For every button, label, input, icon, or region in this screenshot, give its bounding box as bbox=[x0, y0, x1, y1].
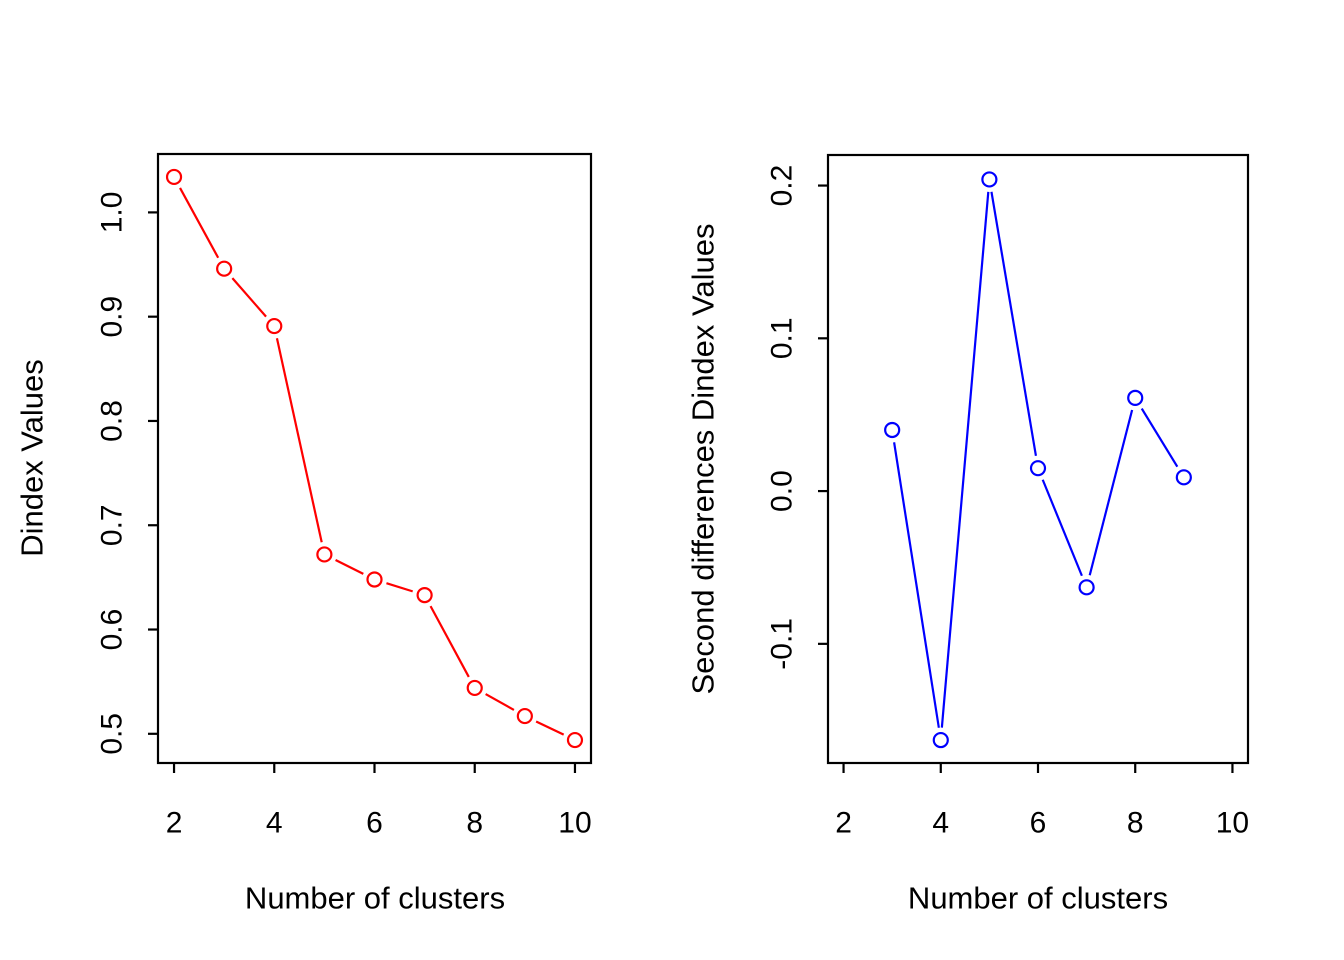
plot-frame bbox=[826, 153, 1250, 765]
y-tick-label: 0.2 bbox=[766, 165, 799, 207]
plot-frame bbox=[156, 152, 593, 765]
y-tick-label: 0.8 bbox=[96, 400, 129, 442]
second-differences-x-axis-title: Number of clusters bbox=[907, 880, 1169, 916]
series-line-segment bbox=[1140, 407, 1179, 468]
data-point bbox=[316, 546, 333, 563]
x-tick-label: 6 bbox=[366, 807, 383, 840]
data-point bbox=[516, 707, 533, 725]
series-line-segment bbox=[940, 191, 990, 728]
data-point bbox=[416, 587, 433, 604]
y-tick-label: -0.1 bbox=[766, 618, 799, 670]
data-point bbox=[884, 421, 901, 439]
series-line-segment bbox=[535, 720, 565, 736]
data-point bbox=[216, 260, 233, 277]
data-point bbox=[466, 679, 483, 697]
data-point bbox=[266, 317, 283, 335]
series-line-segment bbox=[386, 582, 414, 593]
data-point bbox=[981, 171, 998, 188]
x-tick-label: 4 bbox=[932, 807, 949, 840]
series-line-segment bbox=[485, 693, 515, 711]
series-line-segment bbox=[893, 442, 940, 728]
x-tick-label: 10 bbox=[558, 807, 591, 840]
data-point bbox=[1127, 389, 1144, 406]
y-tick-label: 0.7 bbox=[96, 504, 129, 546]
x-tick-label: 2 bbox=[835, 807, 852, 840]
y-tick-label: 0.1 bbox=[766, 317, 799, 359]
series-line-segment bbox=[179, 187, 220, 259]
data-point bbox=[932, 731, 949, 749]
series-line-segment bbox=[231, 277, 267, 318]
series-line-segment bbox=[429, 605, 470, 678]
dindex-x-axis-title: Number of clusters bbox=[244, 880, 506, 916]
x-tick-label: 2 bbox=[166, 807, 183, 840]
y-tick-label: 0.9 bbox=[96, 296, 129, 338]
y-tick-label: 1.0 bbox=[96, 192, 129, 234]
dindex-plot-panel: 2 4 6 8 10 0.5 0.6 0.7 0.8 0.9 1.0 bbox=[96, 152, 593, 840]
series-line-segment bbox=[1041, 479, 1083, 577]
data-point bbox=[1175, 469, 1192, 486]
x-tick-label: 4 bbox=[266, 807, 283, 840]
data-point bbox=[1078, 579, 1095, 596]
x-tick-label: 10 bbox=[1216, 807, 1249, 840]
second-differences-plot-panel: 2 4 6 8 10 -0.1 0.0 0.1 0.2 bbox=[672, 0, 1344, 960]
y-tick-label: 0.6 bbox=[96, 609, 129, 651]
y-tick-label: 0.0 bbox=[766, 470, 799, 512]
x-tick-label: 6 bbox=[1030, 807, 1047, 840]
series-line-segment bbox=[275, 338, 323, 543]
x-tick-label: 8 bbox=[1127, 807, 1144, 840]
series-line-segment bbox=[335, 559, 364, 575]
data-point bbox=[165, 168, 183, 186]
y-tick-label: 0.5 bbox=[96, 713, 129, 755]
dindex-y-axis-title: Dindex Values bbox=[14, 359, 50, 557]
data-point bbox=[366, 571, 383, 588]
second-differences-y-axis-title: Second differences Dindex Values bbox=[685, 223, 721, 695]
dindex-chart-svg: 2 4 6 8 10 0.5 0.6 0.7 0.8 0.9 1.0 bbox=[96, 152, 593, 840]
data-point bbox=[566, 731, 584, 749]
series-line-segment bbox=[990, 191, 1038, 457]
second-differences-chart-svg: 2 4 6 8 10 -0.1 0.0 0.1 0.2 bbox=[766, 153, 1250, 840]
data-point bbox=[1029, 460, 1047, 477]
x-tick-label: 8 bbox=[466, 807, 483, 840]
series-line-segment bbox=[1088, 409, 1134, 576]
